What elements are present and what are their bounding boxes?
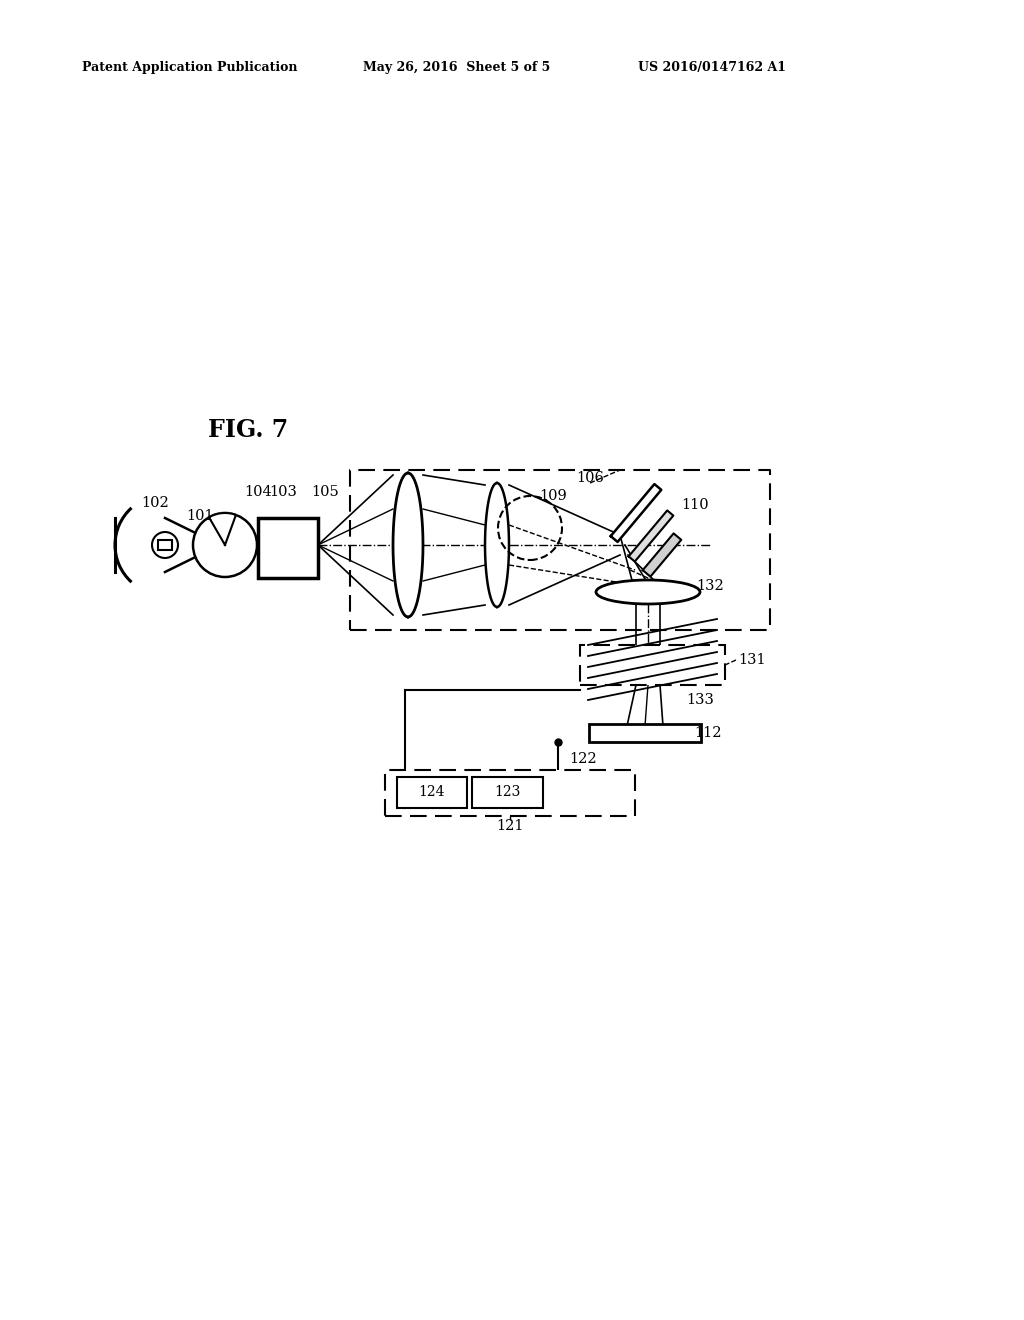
Bar [397, 777, 467, 808]
Circle shape [152, 532, 178, 558]
Bar [472, 777, 543, 808]
Text: 123: 123 [495, 785, 520, 800]
Text: 131: 131 [738, 653, 766, 667]
Polygon shape [393, 473, 423, 616]
Text: 101: 101 [186, 510, 214, 523]
Bar [580, 645, 725, 685]
Bar [158, 540, 172, 550]
Text: May 26, 2016  Sheet 5 of 5: May 26, 2016 Sheet 5 of 5 [362, 62, 550, 74]
Text: 109: 109 [539, 488, 567, 503]
Bar [350, 470, 770, 630]
Bar [589, 723, 701, 742]
Text: 132: 132 [696, 579, 724, 593]
Polygon shape [643, 533, 681, 577]
Text: 110: 110 [681, 498, 709, 512]
Text: 112: 112 [694, 726, 722, 741]
Text: 104: 104 [244, 484, 272, 499]
Bar [385, 770, 635, 816]
Bar [258, 517, 318, 578]
Polygon shape [610, 484, 662, 543]
Polygon shape [629, 511, 674, 561]
Text: 121: 121 [497, 818, 523, 833]
Text: 105: 105 [311, 484, 339, 499]
Ellipse shape [596, 579, 700, 605]
Text: 133: 133 [686, 693, 714, 708]
Text: US 2016/0147162 A1: US 2016/0147162 A1 [638, 62, 786, 74]
Text: Patent Application Publication: Patent Application Publication [82, 62, 298, 74]
Text: 106: 106 [577, 471, 604, 484]
Text: 103: 103 [269, 484, 297, 499]
Polygon shape [485, 483, 509, 607]
Text: FIG. 7: FIG. 7 [208, 418, 288, 442]
Text: 102: 102 [141, 496, 169, 510]
Text: 122: 122 [569, 752, 597, 766]
Circle shape [193, 513, 257, 577]
Polygon shape [209, 513, 236, 545]
Text: 124: 124 [419, 785, 445, 800]
